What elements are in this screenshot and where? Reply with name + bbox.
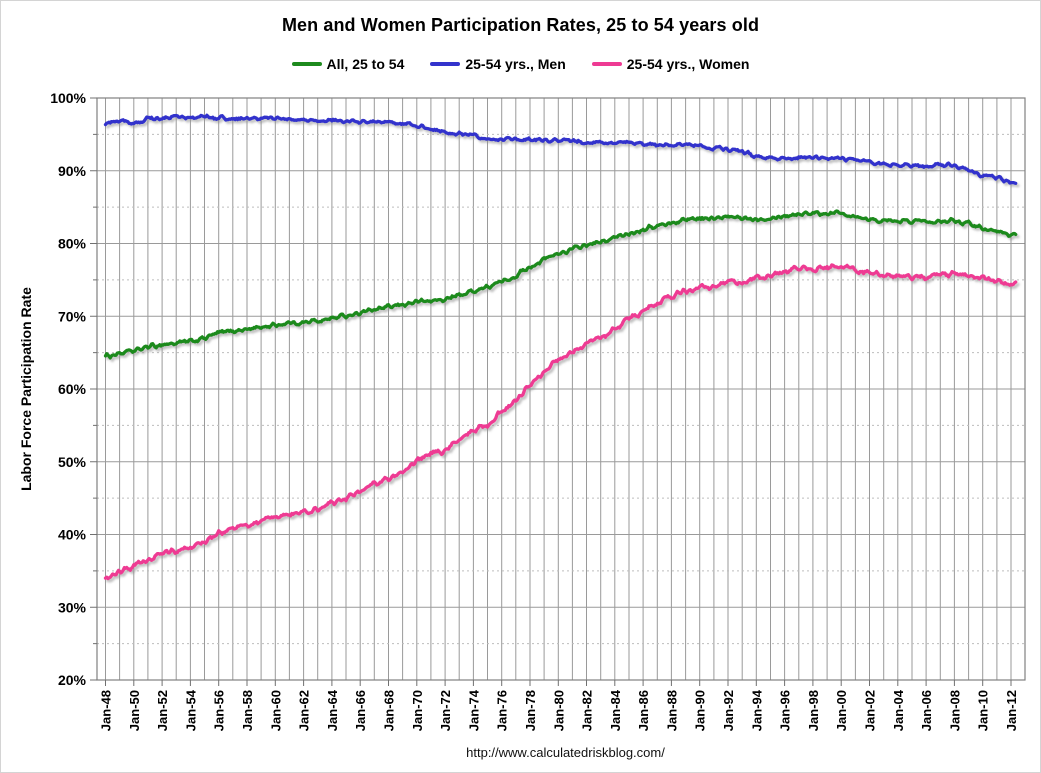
- x-tick-label: Jan-56: [212, 690, 227, 731]
- x-tick-label: Jan-10: [976, 690, 991, 731]
- chart-title: Men and Women Participation Rates, 25 to…: [281, 15, 760, 35]
- x-tick-label: Jan-06: [919, 690, 934, 731]
- x-tick-label: Jan-84: [608, 689, 623, 731]
- series-line-25-54-yrs-men: [103, 113, 1018, 185]
- x-tick-label: Jan-96: [778, 690, 793, 731]
- y-tick-label: 30%: [58, 599, 87, 615]
- x-tick-label: Jan-76: [495, 690, 510, 731]
- x-tick-label: Jan-94: [749, 689, 764, 731]
- x-tick-label: Jan-62: [297, 690, 312, 731]
- legend-swatch-all: [291, 62, 322, 66]
- x-tick-label: Jan-02: [863, 690, 878, 731]
- y-tick-label: 40%: [58, 527, 87, 543]
- x-tick-label: Jan-60: [268, 690, 283, 731]
- y-tick-label: 70%: [58, 308, 87, 324]
- x-tick-label: Jan-64: [325, 689, 340, 731]
- x-tick-label: Jan-82: [580, 690, 595, 731]
- x-tick-label: Jan-04: [891, 689, 906, 731]
- legend-item-women: 25-54 yrs., Women: [591, 56, 750, 72]
- legend-item-men: 25-54 yrs., Men: [430, 56, 566, 72]
- x-tick-label: Jan-70: [410, 690, 425, 731]
- y-tick-label: 90%: [58, 163, 87, 179]
- legend-label-men: 25-54 yrs., Men: [465, 56, 566, 72]
- x-tick-label: Jan-66: [353, 690, 368, 731]
- legend-label-all: All, 25 to 54: [326, 56, 405, 72]
- x-tick-label: Jan-78: [523, 690, 538, 731]
- x-tick-label: Jan-58: [240, 690, 255, 731]
- x-tick-label: Jan-54: [183, 689, 198, 731]
- x-tick-label: Jan-08: [947, 690, 962, 731]
- legend-item-all: All, 25 to 54: [291, 56, 405, 72]
- legend-label-women: 25-54 yrs., Women: [626, 56, 750, 72]
- x-tick-label: Jan-74: [466, 689, 481, 731]
- x-tick-label: Jan-80: [551, 690, 566, 731]
- x-tick-label: Jan-68: [382, 690, 397, 731]
- y-tick-label: 50%: [58, 454, 87, 470]
- x-tick-label: Jan-12: [1004, 690, 1019, 731]
- x-tick-label: Jan-98: [806, 690, 821, 731]
- x-tick-label: Jan-72: [438, 690, 453, 731]
- y-tick-label: 80%: [58, 236, 87, 252]
- series-line-25-54-yrs-women: [103, 263, 1018, 581]
- x-tick-label: Jan-88: [664, 690, 679, 731]
- series-line-all-25-to-54: [103, 209, 1018, 360]
- legend-swatch-men: [430, 62, 461, 66]
- y-tick-label: 20%: [58, 672, 87, 688]
- x-tick-label: Jan-86: [636, 690, 651, 731]
- legend-swatch-women: [591, 62, 622, 66]
- y-tick-label: 60%: [58, 381, 87, 397]
- legend: All, 25 to 54 25-54 yrs., Men 25-54 yrs.…: [1, 56, 1040, 72]
- y-tick-label: 100%: [50, 90, 86, 106]
- x-tick-label: Jan-52: [155, 690, 170, 731]
- x-tick-label: Jan-90: [693, 690, 708, 731]
- x-tick-label: Jan-50: [127, 690, 142, 731]
- source-url: http://www.calculatedriskblog.com/: [466, 745, 665, 760]
- x-tick-label: Jan-00: [834, 690, 849, 731]
- x-tick-label: Jan-48: [99, 690, 114, 731]
- x-tick-label: Jan-92: [721, 690, 736, 731]
